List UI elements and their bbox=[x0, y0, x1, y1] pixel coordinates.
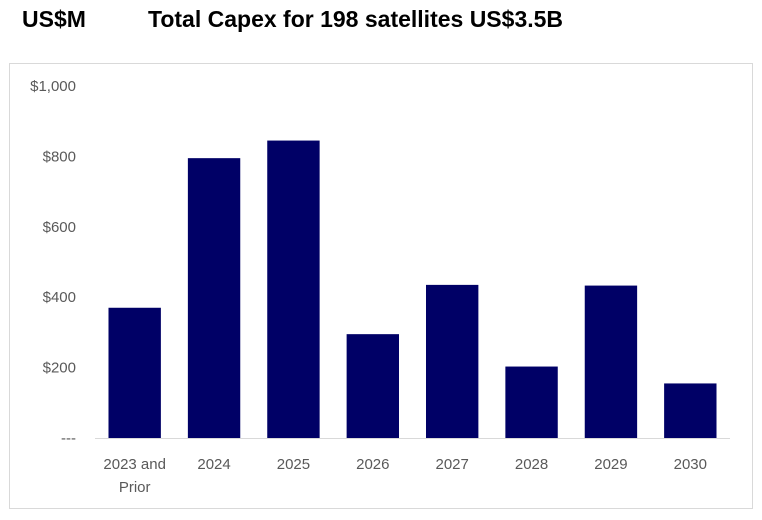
bar bbox=[425, 284, 479, 438]
bar bbox=[187, 158, 241, 438]
x-tick-label: 2030 bbox=[674, 456, 707, 473]
bar bbox=[664, 383, 717, 438]
bar bbox=[505, 366, 558, 438]
x-tick-label: 2029 bbox=[594, 456, 627, 473]
y-tick-label: $1,000 bbox=[30, 78, 76, 95]
chart-frame bbox=[9, 63, 753, 509]
x-tick-label: Prior bbox=[119, 479, 151, 496]
y-axis: --- $200 $400 $600 $800 $1,000 bbox=[30, 78, 76, 447]
bar bbox=[346, 334, 400, 438]
y-tick-label: $200 bbox=[43, 360, 76, 377]
x-tick-label: 2028 bbox=[515, 456, 548, 473]
x-tick-label: 2027 bbox=[436, 456, 469, 473]
y-tick-label: $600 bbox=[43, 219, 76, 236]
bar bbox=[584, 285, 638, 438]
x-tick-label: 2024 bbox=[197, 456, 230, 473]
x-tick-label: 2023 and bbox=[103, 456, 166, 473]
chart-title: Total Capex for 198 satellites US$3.5B bbox=[148, 6, 564, 32]
unit-label: US$M bbox=[22, 6, 86, 32]
bar bbox=[267, 140, 320, 438]
bar bbox=[108, 307, 161, 438]
bars bbox=[108, 140, 717, 438]
x-axis: 2023 and Prior 2024 2025 2026 2027 2028 2029 203… bbox=[103, 456, 707, 496]
y-tick-label: $800 bbox=[43, 148, 76, 165]
y-tick-label: --- bbox=[61, 430, 76, 447]
x-tick-label: 2026 bbox=[356, 456, 389, 473]
x-tick-label: 2025 bbox=[277, 456, 310, 473]
y-tick-label: $400 bbox=[43, 289, 76, 306]
